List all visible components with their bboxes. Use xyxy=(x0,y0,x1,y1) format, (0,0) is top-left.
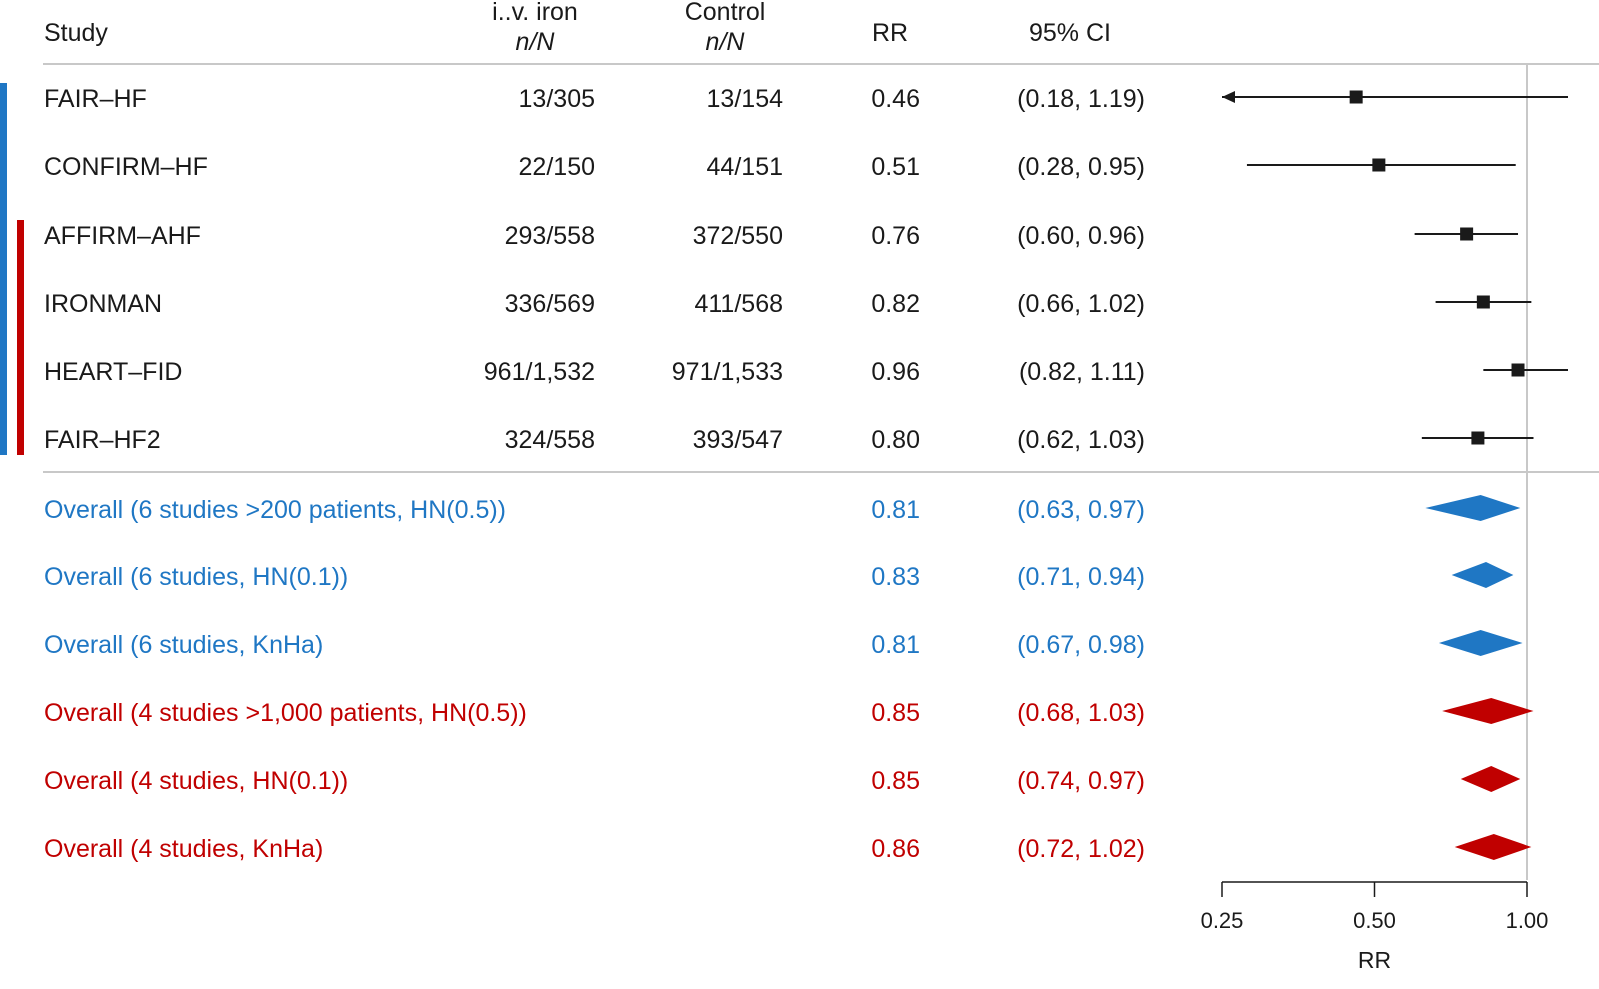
study-iv-count: 961/1,532 xyxy=(483,358,595,386)
red-group-bracket xyxy=(17,220,24,455)
study-ci: (0.62, 1.03) xyxy=(1017,426,1145,454)
studies-rule xyxy=(43,471,1599,473)
blue-group-bracket xyxy=(0,83,7,455)
header-ci: 95% CI xyxy=(1029,19,1111,47)
study-rr: 0.46 xyxy=(871,85,920,113)
overall-label: Overall (6 studies >200 patients, HN(0.5… xyxy=(44,496,507,524)
header-study: Study xyxy=(44,19,108,47)
header-iv-iron: i..v. iron n/N xyxy=(470,0,600,57)
study-ci: (0.60, 0.96) xyxy=(1017,222,1145,250)
overall-label: Overall (4 studies, HN(0.1)) xyxy=(44,767,349,795)
study-ci: (0.28, 0.95) xyxy=(1017,153,1145,181)
header-iv-iron-title: i..v. iron xyxy=(492,0,578,26)
study-point xyxy=(1476,295,1490,309)
overall-diamond xyxy=(1442,698,1534,724)
overall-ci: (0.68, 1.03) xyxy=(1017,699,1145,727)
overall-rr: 0.83 xyxy=(871,563,920,591)
study-rr: 0.51 xyxy=(871,153,920,181)
study-rr: 0.76 xyxy=(871,222,920,250)
overall-rr: 0.81 xyxy=(871,496,920,524)
x-axis-label: RR xyxy=(1358,947,1391,973)
header-iv-iron-unit: n/N xyxy=(515,28,555,56)
header-control-title: Control xyxy=(684,0,766,26)
overall-ci: (0.63, 0.97) xyxy=(1017,496,1145,524)
study-control-count: 44/151 xyxy=(706,153,783,181)
study-iv-count: 293/558 xyxy=(504,222,595,250)
study-control-count: 13/154 xyxy=(706,85,783,113)
study-rr: 0.82 xyxy=(871,290,920,318)
study-name: HEART–FID xyxy=(44,358,183,386)
study-iv-count: 324/558 xyxy=(504,426,595,454)
x-tick-label: 0.50 xyxy=(1353,908,1396,933)
x-tick-label: 1.00 xyxy=(1506,908,1549,933)
overall-label: Overall (4 studies, KnHa) xyxy=(44,835,324,863)
header-control-unit: n/N xyxy=(705,28,745,56)
study-point xyxy=(1511,363,1525,377)
overall-ci: (0.74, 0.97) xyxy=(1017,767,1145,795)
overall-rr: 0.85 xyxy=(871,767,920,795)
overall-ci: (0.72, 1.02) xyxy=(1017,835,1145,863)
study-ci: (0.18, 1.19) xyxy=(1017,85,1145,113)
study-point xyxy=(1372,158,1386,172)
study-control-count: 393/547 xyxy=(692,426,783,454)
study-name: CONFIRM–HF xyxy=(44,153,208,181)
study-iv-count: 336/569 xyxy=(504,290,595,318)
overall-diamond xyxy=(1460,766,1521,792)
study-control-count: 411/568 xyxy=(694,290,783,318)
study-name: IRONMAN xyxy=(44,290,163,318)
overall-label: Overall (4 studies >1,000 patients, HN(0… xyxy=(44,699,527,727)
overall-rr: 0.86 xyxy=(871,835,920,863)
x-tick-label: 0.25 xyxy=(1201,908,1244,933)
overall-rr: 0.81 xyxy=(871,631,920,659)
study-iv-count: 22/150 xyxy=(518,153,595,181)
study-ci-arrow xyxy=(1222,91,1235,103)
study-name: FAIR–HF2 xyxy=(44,426,161,454)
study-iv-count: 13/305 xyxy=(518,85,595,113)
overall-diamond xyxy=(1438,630,1523,656)
study-ci: (0.66, 1.02) xyxy=(1017,290,1145,318)
study-control-count: 372/550 xyxy=(692,222,783,250)
overall-rr: 0.85 xyxy=(871,699,920,727)
overall-diamond xyxy=(1454,834,1532,860)
overall-ci: (0.67, 0.98) xyxy=(1017,631,1145,659)
study-rr: 0.80 xyxy=(871,426,920,454)
overall-ci: (0.71, 0.94) xyxy=(1017,563,1145,591)
header-rule xyxy=(43,63,1599,65)
study-name: AFFIRM–AHF xyxy=(44,222,201,250)
study-point xyxy=(1460,227,1474,241)
study-control-count: 971/1,533 xyxy=(671,358,783,386)
header-control: Control n/N xyxy=(660,0,790,57)
overall-label: Overall (6 studies, HN(0.1)) xyxy=(44,563,349,591)
overall-label: Overall (6 studies, KnHa) xyxy=(44,631,324,659)
overall-diamond xyxy=(1451,562,1514,588)
study-rr: 0.96 xyxy=(871,358,920,386)
study-ci: (0.82, 1.11) xyxy=(1018,358,1145,386)
study-point xyxy=(1471,431,1485,445)
study-point xyxy=(1349,90,1363,104)
study-name: FAIR–HF xyxy=(44,85,147,113)
overall-diamond xyxy=(1425,495,1521,521)
header-rr: RR xyxy=(871,19,909,47)
